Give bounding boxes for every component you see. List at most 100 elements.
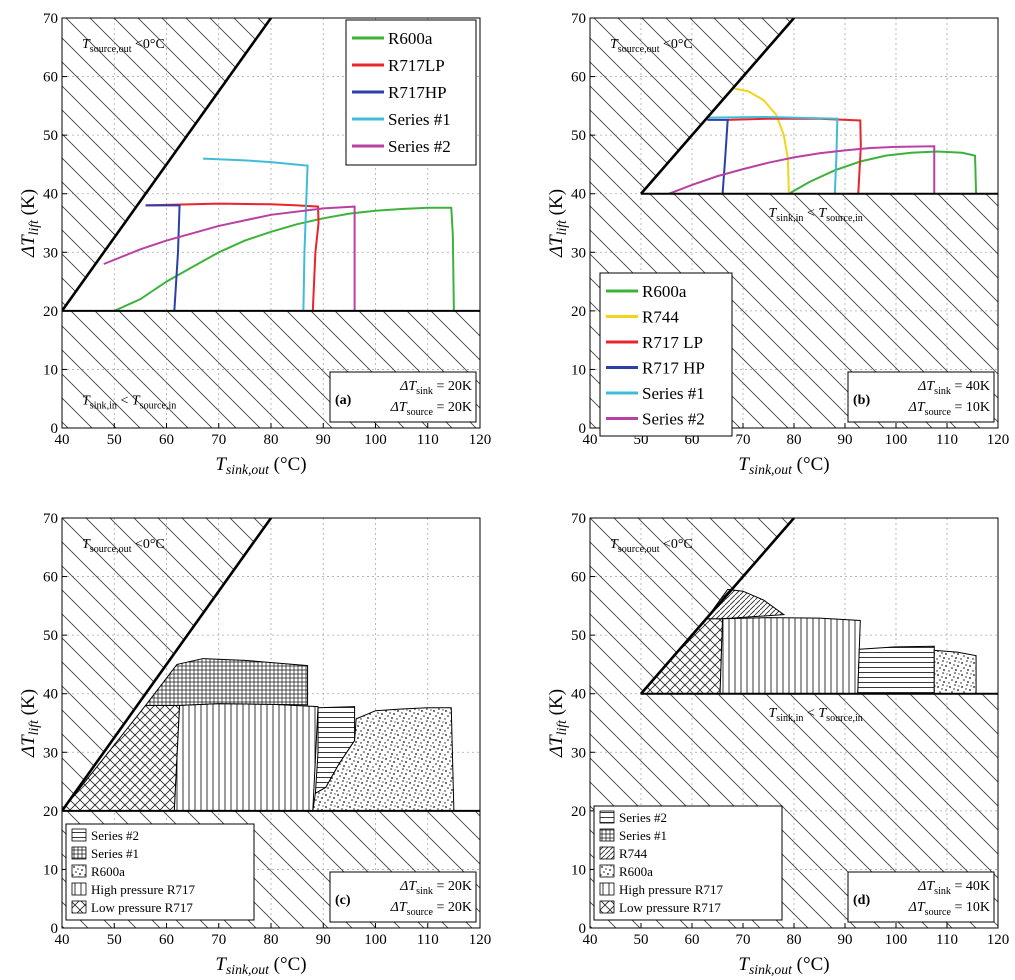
x-tick-label: 90 bbox=[316, 432, 331, 448]
y-tick-label: 0 bbox=[579, 421, 587, 437]
y-tick-label: 10 bbox=[43, 862, 58, 878]
legend-swatch-series-2 bbox=[599, 810, 615, 824]
region-label-source-out: Tsource,out <0°C bbox=[82, 37, 165, 55]
x-tick-label: 50 bbox=[634, 932, 649, 948]
x-tick-label: 70 bbox=[736, 432, 751, 448]
y-tick-label: 60 bbox=[571, 70, 586, 86]
annotation-frame bbox=[847, 371, 995, 423]
legend-label-series-1: Series #1 bbox=[388, 110, 451, 129]
x-tick-label: 120 bbox=[987, 932, 1010, 948]
legend: R600a R744 R717 LP R717 HP Series #1 Series #… bbox=[599, 272, 733, 437]
legend-swatch-series-2 bbox=[71, 828, 87, 842]
panel-label: (d) bbox=[853, 893, 870, 908]
y-tick-label: 40 bbox=[571, 187, 586, 203]
y-axis-label: ΔTlift (K) bbox=[546, 689, 569, 758]
y-axis-label: ΔTlift (K) bbox=[546, 189, 569, 258]
x-axis-label: Tsink,out (°C) bbox=[738, 454, 829, 477]
y-tick-label: 30 bbox=[571, 245, 586, 261]
y-tick-label: 0 bbox=[51, 921, 59, 937]
x-tick-label: 40 bbox=[583, 432, 598, 448]
series-line-r717lp bbox=[145, 202, 320, 311]
x-tick-label: 110 bbox=[936, 432, 958, 448]
y-tick-label: 60 bbox=[43, 70, 58, 86]
hatch-region-top bbox=[590, 518, 794, 694]
legend-swatch-high-pressure-r717 bbox=[599, 882, 615, 896]
legend-frame bbox=[65, 823, 255, 921]
x-tick-label: 120 bbox=[987, 432, 1010, 448]
legend-swatch-r600a bbox=[71, 864, 87, 878]
legend-label-series-2: Series #2 bbox=[642, 410, 705, 429]
x-tick-label: 110 bbox=[936, 932, 958, 948]
legend-label-r717hp: R717HP bbox=[388, 83, 447, 102]
hatch-region-top bbox=[590, 18, 794, 194]
legend-label-r600a: R600a bbox=[642, 282, 687, 301]
boundary-diagonal bbox=[62, 518, 273, 812]
region-high-pressure-r717 bbox=[719, 617, 861, 695]
legend-label-r717lp: R717LP bbox=[388, 56, 445, 75]
x-tick-label: 60 bbox=[159, 932, 174, 948]
y-tick-label: 20 bbox=[571, 304, 586, 320]
series-line-series-1 bbox=[203, 157, 309, 311]
panel-label: (a) bbox=[335, 393, 352, 408]
legend-swatch-high-pressure-r717 bbox=[71, 882, 87, 896]
x-tick-label: 120 bbox=[469, 432, 492, 448]
series-line-r717hp bbox=[145, 204, 181, 311]
legend-label-high-pressure-r717: High pressure R717 bbox=[619, 882, 723, 897]
x-tick-label: 100 bbox=[885, 932, 908, 948]
legend-label-r744: R744 bbox=[642, 308, 679, 327]
x-tick-label: 90 bbox=[316, 932, 331, 948]
y-tick-label: 40 bbox=[43, 687, 58, 703]
panel-a: 40 50 60 70 80 90 100 110 120 0 10 20 30 40 50 60 70 Tsin… bbox=[18, 11, 491, 477]
y-tick-label: 70 bbox=[571, 511, 586, 527]
x-tick-label: 60 bbox=[685, 932, 700, 948]
annotation-box: (c) ΔTsink = 20K ΔTsource = 20K bbox=[329, 871, 477, 923]
legend-label-series-1: Series #1 bbox=[619, 828, 667, 843]
legend-label-r600a: R600a bbox=[91, 864, 125, 879]
x-axis-label: Tsink,out (°C) bbox=[215, 454, 306, 477]
annotation-frame bbox=[847, 871, 995, 923]
y-tick-label: 50 bbox=[43, 628, 58, 644]
x-tick-label: 120 bbox=[469, 932, 492, 948]
panel-label: (c) bbox=[335, 893, 351, 908]
legend-label-series-1: Series #1 bbox=[91, 846, 139, 861]
region-label-sink-in: Tsink,in < Tsource,in bbox=[82, 394, 176, 412]
region-label-sink-in: Tsink,in < Tsource,in bbox=[769, 706, 863, 724]
region-high-pressure-r717 bbox=[173, 703, 319, 812]
delta-t-source: ΔTsource = 20K bbox=[390, 400, 472, 418]
legend: Series #2 Series #1 R600a High pressure R71… bbox=[65, 823, 255, 921]
y-axis-label: ΔTlift (K) bbox=[18, 689, 41, 758]
legend-swatch-series-1 bbox=[599, 828, 615, 842]
delta-t-sink: ΔTsink = 20K bbox=[399, 879, 472, 897]
x-axis-label: Tsink,out (°C) bbox=[738, 954, 829, 977]
region-label-source-out: Tsource,out <0°C bbox=[82, 537, 165, 555]
series-line-r600a bbox=[113, 206, 455, 312]
legend-label-r600a: R600a bbox=[619, 864, 653, 879]
y-tick-label: 60 bbox=[43, 570, 58, 586]
legend-label-r717-lp: R717 LP bbox=[642, 333, 703, 352]
annotation-box: (a) ΔTsink = 20K ΔTsource = 20K bbox=[329, 371, 477, 423]
series-line-series-2 bbox=[668, 145, 936, 195]
x-tick-label: 80 bbox=[264, 432, 279, 448]
x-tick-label: 70 bbox=[736, 932, 751, 948]
panel-c: 40 50 60 70 80 90 100 110 120 0 10 20 30 40 50 60 70 Tsin… bbox=[18, 511, 491, 977]
legend-swatch-series-1 bbox=[71, 846, 87, 860]
y-tick-label: 70 bbox=[571, 11, 586, 27]
y-tick-label: 70 bbox=[43, 511, 58, 527]
annotation-box: (b) ΔTsink = 40K ΔTsource = 10K bbox=[847, 371, 995, 423]
region-label-sink-in: Tsink,in < Tsource,in bbox=[769, 206, 863, 224]
x-tick-label: 90 bbox=[838, 932, 853, 948]
y-tick-label: 30 bbox=[571, 745, 586, 761]
y-tick-label: 50 bbox=[43, 128, 58, 144]
x-tick-label: 90 bbox=[838, 432, 853, 448]
y-tick-label: 30 bbox=[43, 745, 58, 761]
y-tick-label: 20 bbox=[571, 804, 586, 820]
boundary-diagonal bbox=[640, 518, 795, 695]
y-tick-label: 50 bbox=[571, 128, 586, 144]
y-tick-label: 40 bbox=[571, 687, 586, 703]
legend-label-r600a: R600a bbox=[388, 29, 433, 48]
legend: Series #2 Series #1 R744 R600a High pressure… bbox=[593, 805, 783, 921]
legend-label-r717-hp: R717 HP bbox=[642, 359, 705, 378]
y-tick-label: 10 bbox=[571, 362, 586, 378]
x-tick-label: 80 bbox=[787, 932, 802, 948]
